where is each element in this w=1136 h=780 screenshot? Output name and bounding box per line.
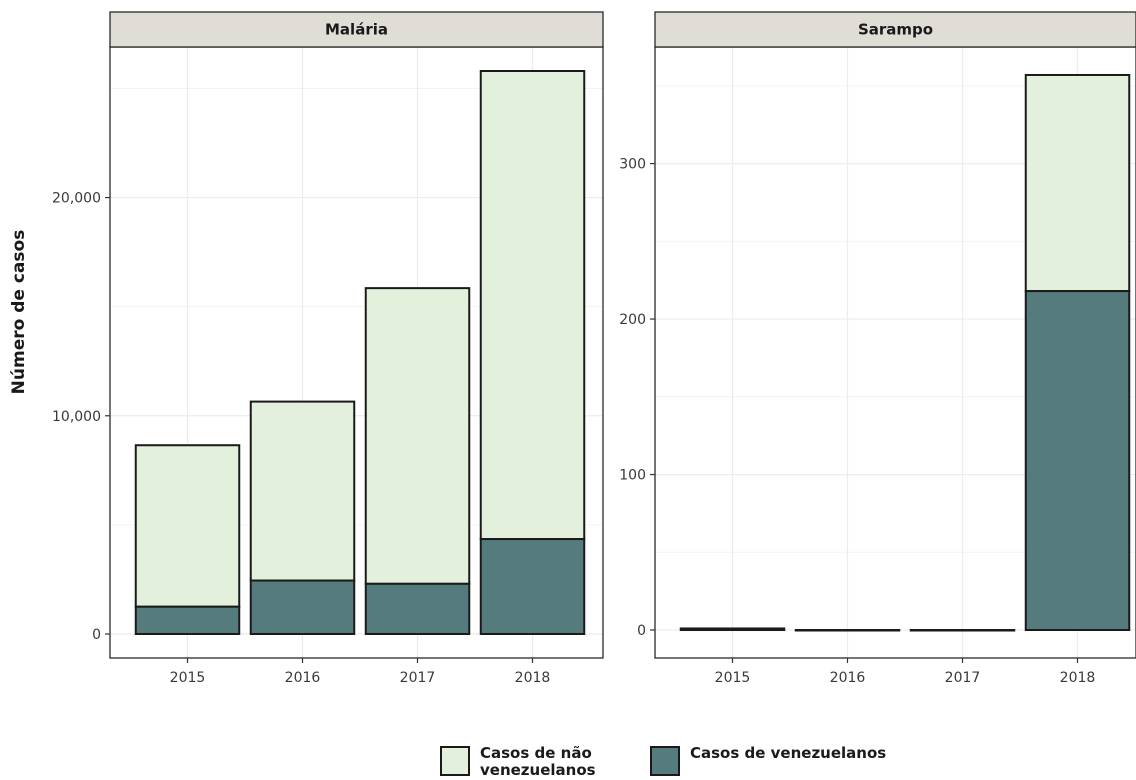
strip-background bbox=[109, 11, 604, 48]
strip-background bbox=[654, 11, 1136, 48]
bar-venezuelan-2017 bbox=[364, 582, 471, 635]
y-tick-label: 300 bbox=[619, 157, 646, 173]
bar-non-venezuelan-2017 bbox=[364, 287, 471, 585]
bar-non-venezuelan-2015 bbox=[134, 444, 241, 608]
bar-non-venezuelan-2018 bbox=[1024, 73, 1131, 293]
legend-swatch-non-venezuelan bbox=[440, 746, 470, 776]
bar-venezuelan-2018 bbox=[1024, 290, 1131, 632]
bar-non-venezuelan-2018 bbox=[479, 70, 586, 541]
x-tick-label: 2015 bbox=[170, 670, 206, 686]
x-tick-label: 2015 bbox=[715, 670, 751, 686]
x-tick-label: 2018 bbox=[1060, 670, 1096, 686]
x-tick-label: 2016 bbox=[830, 670, 866, 686]
bar-venezuelan-2015 bbox=[134, 605, 241, 635]
panel-malaria: Malária 0 10,000 20,000 2015 2016 2017 2018 bbox=[52, 11, 604, 686]
legend-label-non-venezuelan: Casos de não venezuelanos bbox=[480, 744, 596, 779]
y-tick-label: 200 bbox=[619, 312, 646, 328]
y-tick-label: 0 bbox=[637, 623, 646, 639]
bar-venezuelan-2015 bbox=[679, 627, 786, 632]
legend: Casos de não venezuelanos Casos de venez… bbox=[440, 744, 1040, 780]
x-tick-label: 2017 bbox=[945, 670, 981, 686]
y-axis-label: Número de casos bbox=[9, 230, 29, 395]
panel-title: Malária bbox=[325, 21, 388, 39]
x-tick-label: 2018 bbox=[515, 670, 551, 686]
y-tick-label: 20,000 bbox=[52, 191, 101, 207]
y-tick-label: 10,000 bbox=[52, 409, 101, 425]
panel-sarampo: Sarampo 0 100 200 300 2015 2016 2017 2018 bbox=[619, 11, 1136, 686]
y-tick-label: 0 bbox=[92, 627, 101, 643]
bar-non-venezuelan-2016 bbox=[249, 400, 356, 582]
bar-venezuelan-2017 bbox=[909, 629, 1016, 632]
bar-venezuelan-2016 bbox=[249, 579, 356, 635]
x-tick-label: 2017 bbox=[400, 670, 436, 686]
legend-swatch-venezuelan bbox=[650, 746, 680, 776]
bar-venezuelan-2016 bbox=[794, 629, 901, 632]
y-tick-label: 100 bbox=[619, 468, 646, 484]
bar-venezuelan-2018 bbox=[479, 538, 586, 635]
panel-title: Sarampo bbox=[858, 21, 933, 39]
x-tick-label: 2016 bbox=[285, 670, 321, 686]
legend-label-venezuelan: Casos de venezuelanos bbox=[690, 744, 887, 762]
